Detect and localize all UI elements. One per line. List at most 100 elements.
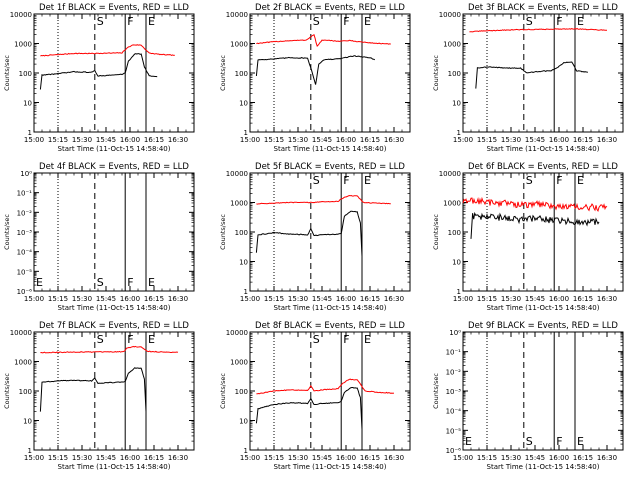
time-marker-label: S <box>97 333 104 346</box>
x-tick-label: 15:45 <box>96 454 116 462</box>
y-tick-label: 100 <box>19 388 32 396</box>
x-tick-label: 16:00 <box>549 454 569 462</box>
y-tick-label: 10⁻⁶ <box>446 447 462 455</box>
x-tick-label: 15:30 <box>501 295 521 303</box>
x-tick-label: 16:30 <box>597 136 617 144</box>
x-tick-label: 16:30 <box>168 295 188 303</box>
time-marker-label: F <box>343 15 349 28</box>
detector-panel: Det 1f BLACK = Events, RED = LLD 1 10 100 10… <box>3 3 195 153</box>
lld-rate-line <box>469 27 607 33</box>
y-tick-label: 1 <box>244 447 248 455</box>
y-tick-label: 1000 <box>443 41 461 49</box>
event-rate-line <box>255 55 376 85</box>
x-axis-label: Start Time (11-Oct-15 14:58:40) <box>58 463 171 471</box>
x-tick-label: 16:00 <box>549 295 569 303</box>
y-tick-label: 100 <box>235 388 248 396</box>
time-marker-label: E <box>36 276 43 289</box>
x-axis-label: Start Time (11-Oct-15 14:58:40) <box>58 304 171 312</box>
time-marker-label: E <box>577 174 584 187</box>
x-tick-label: 15:15 <box>48 454 68 462</box>
y-tick-label: 10000 <box>10 11 32 19</box>
x-tick-label: 16:15 <box>573 295 593 303</box>
x-tick-label: 15:15 <box>264 295 284 303</box>
x-tick-label: 15:30 <box>288 454 308 462</box>
detector-panel: Det 2f BLACK = Events, RED = LLD 1 10 100 10… <box>219 3 411 153</box>
y-axis-label: Counts/sec <box>3 55 11 91</box>
x-tick-label: 15:00 <box>240 295 260 303</box>
event-rate-line <box>255 210 363 257</box>
y-tick-label: 10⁰ <box>449 329 461 337</box>
x-tick-label: 16:15 <box>144 454 164 462</box>
y-tick-label: 1000 <box>14 41 32 49</box>
x-tick-label: 15:00 <box>453 454 473 462</box>
plot-frame <box>249 13 411 133</box>
time-marker-label: E <box>577 435 584 448</box>
y-tick-label: 10 <box>239 259 248 267</box>
lld-rate-line <box>256 194 391 205</box>
detector-panel: Det 4f BLACK = Events, RED = LLD 10⁻⁶ 10⁻⁵… <box>3 162 195 312</box>
time-marker-label: E <box>148 276 155 289</box>
y-tick-label: 100 <box>448 70 461 78</box>
y-axis-label: Counts/sec <box>432 373 440 409</box>
time-marker-label: S <box>97 276 104 289</box>
event-rate-line <box>39 367 147 412</box>
x-tick-label: 16:30 <box>384 136 404 144</box>
x-tick-label: 16:30 <box>384 454 404 462</box>
y-tick-label: 1000 <box>14 359 32 367</box>
lld-rate-line <box>256 33 391 48</box>
x-tick-label: 15:45 <box>525 136 545 144</box>
x-tick-label: 16:00 <box>336 454 356 462</box>
time-marker-label: E <box>364 15 371 28</box>
detector-panel: Det 3f BLACK = Events, RED = LLD 1 10 100 10… <box>432 3 624 153</box>
x-tick-label: 16:15 <box>144 136 164 144</box>
y-tick-label: 1000 <box>230 359 248 367</box>
y-axis-label: Counts/sec <box>432 55 440 91</box>
time-marker-label: F <box>556 435 562 448</box>
time-marker-label: S <box>313 174 320 187</box>
time-marker-label: E <box>364 333 371 346</box>
x-tick-label: 15:30 <box>72 136 92 144</box>
panel-title: Det 3f BLACK = Events, RED = LLD <box>468 3 618 13</box>
x-tick-label: 15:30 <box>72 295 92 303</box>
panel-title: Det 6f BLACK = Events, RED = LLD <box>468 162 618 172</box>
y-tick-label: 10000 <box>439 170 461 178</box>
time-marker-label: E <box>148 15 155 28</box>
detector-panel: Det 9f BLACK = Events, RED = LLD 10⁻⁶ 10⁻⁵… <box>432 321 624 471</box>
x-tick-label: 15:45 <box>525 454 545 462</box>
y-axis-label: Counts/sec <box>219 55 227 91</box>
event-rate-line <box>255 387 363 430</box>
lld-rate-line <box>462 196 608 213</box>
x-axis-label: Start Time (11-Oct-15 14:58:40) <box>487 304 600 312</box>
x-axis-label: Start Time (11-Oct-15 14:58:40) <box>274 304 387 312</box>
x-tick-label: 15:30 <box>288 295 308 303</box>
y-tick-label: 10⁻⁶ <box>17 288 33 296</box>
x-tick-label: 16:00 <box>120 136 140 144</box>
x-axis-label: Start Time (11-Oct-15 14:58:40) <box>487 145 600 153</box>
x-tick-label: 15:45 <box>312 295 332 303</box>
event-rate-line <box>39 53 158 90</box>
y-tick-label: 100 <box>448 229 461 237</box>
x-tick-label: 15:30 <box>288 136 308 144</box>
lld-rate-line <box>40 44 175 57</box>
y-tick-label: 1 <box>457 129 461 137</box>
x-tick-label: 16:00 <box>336 295 356 303</box>
x-tick-label: 16:15 <box>360 136 380 144</box>
y-axis-label: Counts/sec <box>219 373 227 409</box>
plot-frame <box>462 331 624 451</box>
x-tick-label: 15:00 <box>453 295 473 303</box>
lld-rate-line <box>40 345 179 354</box>
y-tick-label: 10 <box>239 100 248 108</box>
detector-panel: Det 5f BLACK = Events, RED = LLD 1 10 100 10… <box>219 162 411 312</box>
y-tick-label: 10000 <box>226 11 248 19</box>
x-tick-label: 15:15 <box>477 295 497 303</box>
y-tick-label: 10⁻³ <box>446 388 462 396</box>
x-tick-label: 15:45 <box>312 136 332 144</box>
x-tick-label: 16:00 <box>120 295 140 303</box>
y-tick-label: 1000 <box>230 41 248 49</box>
y-tick-label: 10000 <box>10 329 32 337</box>
x-tick-label: 15:00 <box>453 136 473 144</box>
y-tick-label: 10 <box>452 259 461 267</box>
x-tick-label: 15:00 <box>240 454 260 462</box>
x-tick-label: 15:30 <box>501 136 521 144</box>
x-tick-label: 15:00 <box>24 454 44 462</box>
